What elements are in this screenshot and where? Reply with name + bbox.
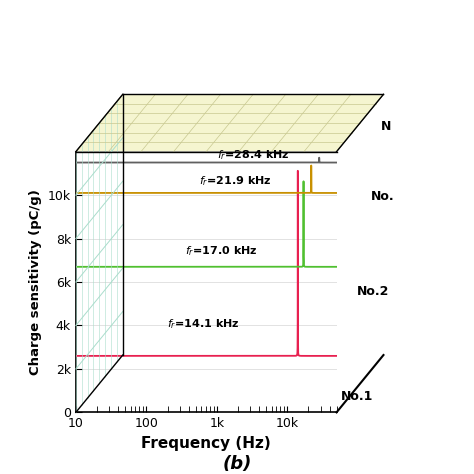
Y-axis label: Charge sensitivity (pC/g): Charge sensitivity (pC/g) bbox=[29, 189, 42, 375]
Text: No.2: No.2 bbox=[357, 285, 389, 298]
Text: No.: No. bbox=[371, 190, 394, 202]
Text: $\mathit{f}_{\mathit{r}}$=28.4 kHz: $\mathit{f}_{\mathit{r}}$=28.4 kHz bbox=[217, 148, 290, 162]
Text: $\mathit{f}_{\mathit{r}}$=14.1 kHz: $\mathit{f}_{\mathit{r}}$=14.1 kHz bbox=[167, 318, 240, 331]
Text: $\mathit{f}_{\mathit{r}}$=21.9 kHz: $\mathit{f}_{\mathit{r}}$=21.9 kHz bbox=[199, 174, 272, 188]
Text: N: N bbox=[381, 119, 392, 133]
X-axis label: Frequency (Hz): Frequency (Hz) bbox=[141, 436, 271, 451]
Text: No.1: No.1 bbox=[341, 390, 374, 403]
Text: (b): (b) bbox=[222, 455, 252, 473]
Text: $\mathit{f}_{\mathit{r}}$=17.0 kHz: $\mathit{f}_{\mathit{r}}$=17.0 kHz bbox=[185, 244, 258, 257]
